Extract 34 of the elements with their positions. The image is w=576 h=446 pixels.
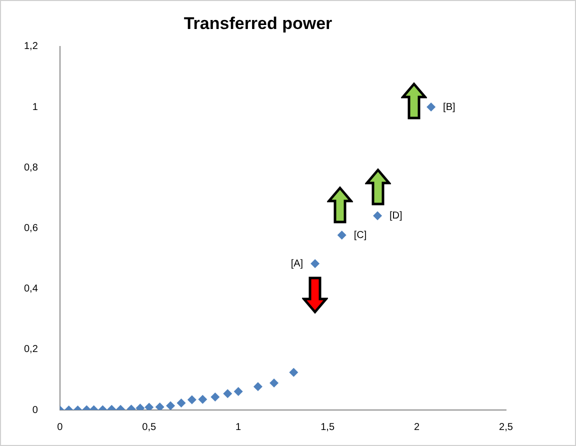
point <box>144 402 154 410</box>
point <box>234 387 243 396</box>
point <box>426 102 436 112</box>
point <box>337 230 346 240</box>
x-tick-label: 2,5 <box>499 422 514 433</box>
y-tick-label: 1,2 <box>24 41 38 52</box>
point <box>210 392 220 402</box>
y-tick-label: 0,2 <box>24 344 38 356</box>
point <box>223 389 232 398</box>
x-tick-label: 1 <box>236 422 242 433</box>
point <box>310 259 320 268</box>
point <box>176 398 186 408</box>
x-tick-label: 1,5 <box>320 422 335 433</box>
annotation: [D] <box>390 210 403 222</box>
chart-title: Transferred power <box>184 14 333 33</box>
point <box>187 395 196 404</box>
annotation: [B] <box>443 102 456 113</box>
y-tick-label: 1 <box>32 102 38 113</box>
y-tick-label: 0,8 <box>24 162 38 174</box>
annotation: [A] <box>290 258 304 270</box>
y-tick-label: 0,4 <box>24 284 38 295</box>
point <box>289 368 298 377</box>
point <box>166 401 176 410</box>
point <box>198 394 208 404</box>
point <box>270 378 279 388</box>
x-tick-label: 0,5 <box>142 422 157 433</box>
x-tick-label: 2 <box>414 422 420 433</box>
y-tick-label: 0 <box>32 404 38 416</box>
x-tick-label: 0 <box>57 422 64 433</box>
y-tick-label: 0,6 <box>24 222 38 234</box>
point <box>253 382 262 392</box>
point <box>373 211 382 220</box>
annotation: [C] <box>354 230 367 241</box>
point <box>155 402 164 410</box>
